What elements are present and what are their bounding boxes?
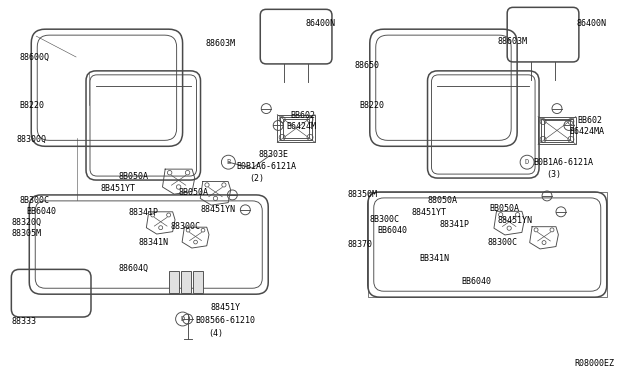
Text: 8B300C: 8B300C xyxy=(19,196,49,205)
Bar xyxy=(544,121,570,140)
Bar xyxy=(541,119,573,142)
Text: D: D xyxy=(180,316,185,322)
Text: D: D xyxy=(525,159,529,165)
Text: 88451YN: 88451YN xyxy=(497,216,532,225)
Text: 88300C: 88300C xyxy=(171,222,201,231)
Text: B: B xyxy=(227,159,230,165)
Text: 8B050A: 8B050A xyxy=(179,188,209,197)
Bar xyxy=(368,192,607,297)
Bar xyxy=(277,115,315,142)
Text: B6424MA: B6424MA xyxy=(569,128,604,137)
Bar xyxy=(193,271,202,293)
Text: (4): (4) xyxy=(209,329,223,338)
Text: 88341P: 88341P xyxy=(440,220,470,229)
Text: 8B451YT: 8B451YT xyxy=(101,184,136,193)
Text: B08566-61210: B08566-61210 xyxy=(196,316,255,325)
Text: 88604Q: 88604Q xyxy=(119,264,149,273)
Text: 86400N: 86400N xyxy=(305,19,335,28)
Text: BB6040: BB6040 xyxy=(461,277,492,286)
Text: 88370: 88370 xyxy=(348,240,373,248)
Text: B8220: B8220 xyxy=(19,101,44,110)
Text: B0B1A6-6121A: B0B1A6-6121A xyxy=(236,162,296,171)
Bar xyxy=(280,116,312,140)
Text: B6424M: B6424M xyxy=(286,122,316,131)
Text: 88300C: 88300C xyxy=(487,238,517,247)
Text: 88303E: 88303E xyxy=(259,150,288,159)
Bar xyxy=(180,271,191,293)
Text: BB341N: BB341N xyxy=(420,254,449,263)
Text: 88341N: 88341N xyxy=(139,238,169,247)
Text: BB6040: BB6040 xyxy=(378,226,408,235)
Text: 88600Q: 88600Q xyxy=(19,53,49,62)
Text: (2): (2) xyxy=(250,174,264,183)
Text: BB602: BB602 xyxy=(290,110,315,119)
Text: 88350M: 88350M xyxy=(348,190,378,199)
Bar xyxy=(169,271,179,293)
Text: 8B050A: 8B050A xyxy=(119,172,149,181)
Text: 88333: 88333 xyxy=(12,317,36,326)
Text: 8B300C: 8B300C xyxy=(370,215,400,224)
Text: B0B1A6-6121A: B0B1A6-6121A xyxy=(533,158,593,167)
Text: 88603M: 88603M xyxy=(205,39,236,48)
Text: 88603M: 88603M xyxy=(497,37,527,46)
Text: 88650: 88650 xyxy=(355,61,380,70)
Text: 88050A: 88050A xyxy=(428,196,458,205)
Text: 88451YN: 88451YN xyxy=(200,205,236,214)
Bar xyxy=(283,119,309,138)
Text: 88305M: 88305M xyxy=(12,229,42,238)
Text: 88451YT: 88451YT xyxy=(412,208,447,217)
Text: 88300Q: 88300Q xyxy=(17,135,46,144)
Text: 88341P: 88341P xyxy=(129,208,159,217)
Text: R08000EZ: R08000EZ xyxy=(574,359,614,368)
Text: BB050A: BB050A xyxy=(489,204,519,213)
Text: 88451Y: 88451Y xyxy=(211,303,241,312)
Text: BB6040: BB6040 xyxy=(26,207,56,216)
Text: (3): (3) xyxy=(546,170,561,179)
Text: BB602: BB602 xyxy=(577,116,602,125)
Text: 88320Q: 88320Q xyxy=(12,218,42,227)
Bar xyxy=(538,116,576,144)
Text: B8220: B8220 xyxy=(360,101,385,110)
Text: 86400N: 86400N xyxy=(577,19,607,28)
